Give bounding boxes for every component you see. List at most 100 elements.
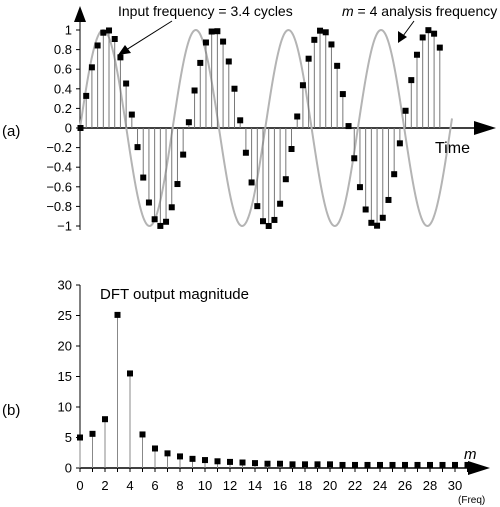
panel-b-dft-point xyxy=(152,445,158,452)
panel-a-sample-point xyxy=(220,38,227,45)
panel-b-xtick-label: 4 xyxy=(126,478,133,493)
panel-b-dft-point xyxy=(352,461,358,468)
panel-b-ytick-label: 0 xyxy=(65,461,72,476)
panel-a-sample-point xyxy=(436,44,443,51)
panel-a-sample-point xyxy=(339,91,346,98)
panel-a-input-samples xyxy=(77,27,443,229)
panel-a-analysis-curve xyxy=(79,28,453,228)
panel-b-dft-point xyxy=(127,370,133,377)
panel-a-ytick-label: 0.6 xyxy=(54,62,72,77)
panel-b-dft-point xyxy=(364,461,371,468)
annotation-analysis-arrow-line xyxy=(402,20,415,37)
panel-a-sample-point xyxy=(334,62,341,69)
panel-b-xlabel: m xyxy=(464,446,477,463)
panel-b-xtick-label: 6 xyxy=(151,478,158,493)
panel-b-dft-point xyxy=(414,461,421,468)
annotation-analysis-frequency: m = 4 analysis frequency xyxy=(342,3,497,19)
panel-a-ytick-label: 0 xyxy=(65,121,72,136)
panel-b-dft-point xyxy=(289,461,296,468)
panel-a-sample-point xyxy=(374,222,381,229)
panel-a-sample-point xyxy=(299,82,306,89)
annotation-input-arrowhead xyxy=(118,45,131,55)
panel-a-sample-point xyxy=(225,58,232,65)
panel-a-sample-point xyxy=(396,140,403,147)
panel-b-dft-point xyxy=(227,458,233,465)
panel-a-sample-point xyxy=(317,27,324,34)
panel-b-dft-point xyxy=(439,461,446,468)
panel-b-ytick-label: 5 xyxy=(65,430,72,445)
panel-a-sample-point xyxy=(254,203,261,210)
annotation-input-arrow-line xyxy=(125,20,173,51)
panel-b-dft-point xyxy=(402,461,408,468)
panel-a-y-axis-arrow xyxy=(74,6,86,22)
panel-a-xlabel: Time xyxy=(435,140,470,157)
panel-a-ytick-label: −0.8 xyxy=(46,199,72,214)
panel-b-xtick-label: 10 xyxy=(198,478,212,493)
panel-a-ytick-label: −1 xyxy=(57,219,72,234)
panel-b-xtick-label: 18 xyxy=(298,478,312,493)
panel-a-sample-point xyxy=(117,54,124,61)
panel-a-sample-point xyxy=(402,107,409,114)
panel-a-sample-point xyxy=(271,216,278,223)
panel-b-xtick-label: 22 xyxy=(348,478,362,493)
annotation-analysis-arrowhead xyxy=(398,31,407,43)
panel-a-sample-point xyxy=(419,34,426,41)
panel-b-dft-point xyxy=(277,460,283,467)
panel-a-sample-point xyxy=(180,151,187,158)
panel-b-dft-point xyxy=(314,461,321,468)
panel-b-xtick-label: 30 xyxy=(448,478,462,493)
panel-a-sample-point xyxy=(431,30,438,37)
panel-b-dft-point xyxy=(77,434,83,441)
panel-a-sample-point xyxy=(134,144,141,151)
panel-a-sample-point xyxy=(260,218,266,225)
panel-b-xtick-label: 8 xyxy=(176,478,183,493)
panel-b-dft-point xyxy=(452,461,458,468)
panel-a-x-axis-arrow xyxy=(474,121,496,135)
panel-a-sample-point xyxy=(385,196,392,203)
panel-b-title: DFT output magnitude xyxy=(100,286,249,303)
panel-b-dft-point xyxy=(377,461,383,468)
panel-b-xtick-label: 2 xyxy=(101,478,108,493)
panel-b-dft-point xyxy=(202,457,208,464)
panel-b-label: (b) xyxy=(2,402,20,419)
panel-a-sample-point xyxy=(163,218,170,225)
panel-b-dft-point xyxy=(464,461,471,468)
panel-b-dft-point xyxy=(252,460,258,467)
panel-a-sample-point xyxy=(77,125,84,131)
panel-b-xtick-label: 16 xyxy=(273,478,287,493)
panel-a-sample-point xyxy=(294,113,301,120)
panel-b-dft-point xyxy=(102,416,108,423)
panel-a-label: (a) xyxy=(2,123,20,140)
panel-a-sample-point xyxy=(237,117,244,124)
panel-a-analysis-wave xyxy=(79,28,453,228)
panel-a-sample-point xyxy=(123,80,130,87)
panel-a-sample-point xyxy=(214,28,221,35)
panel-a-sample-point xyxy=(231,85,238,92)
panel-b-dft-points xyxy=(77,311,471,468)
panel-b-dft-point xyxy=(177,453,183,460)
panel-a-sample-point xyxy=(425,27,432,34)
panel-b-ytick-label: 10 xyxy=(58,400,72,415)
panel-a-sample-point xyxy=(379,214,386,221)
panel-a-sample-point xyxy=(265,222,272,229)
panel-b-dft-point xyxy=(389,461,396,468)
panel-a-sample-point xyxy=(83,92,90,99)
panel-b-dft-point xyxy=(164,450,171,457)
panel-a-sample-point xyxy=(111,36,118,43)
panel-b-ytick-label: 30 xyxy=(58,278,72,293)
panel-a-sample-point xyxy=(305,55,312,62)
panel-b-xtick-label: 20 xyxy=(323,478,337,493)
panel-a-sample-point xyxy=(322,29,329,36)
panel-b-dft-point xyxy=(214,458,221,465)
panel-b-ytick-label: 25 xyxy=(58,308,72,323)
panel-a-sample-point xyxy=(368,219,375,226)
panel-b-dft-point xyxy=(427,461,433,468)
panel-b-xtick-label: 14 xyxy=(248,478,262,493)
panel-a-sample-point xyxy=(128,111,135,118)
panel-b-xtick-label: 24 xyxy=(373,478,387,493)
panel-a-sample-point xyxy=(202,39,209,46)
panel-a-sample-point xyxy=(197,59,204,66)
panel-a-sample-point xyxy=(168,204,175,211)
